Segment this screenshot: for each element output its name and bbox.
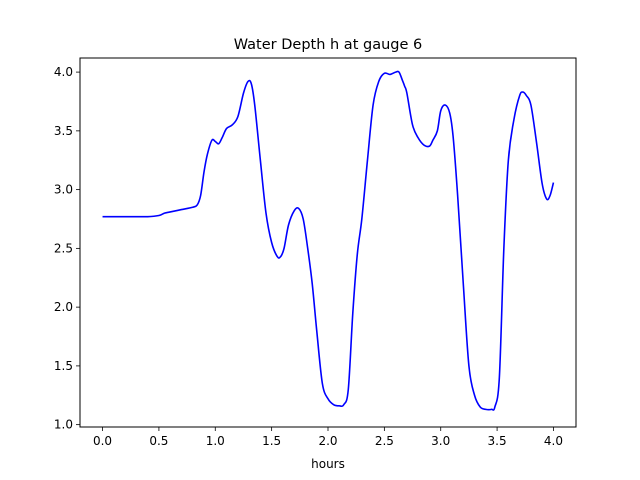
x-axis-label: hours: [311, 457, 345, 471]
y-tick-label: 2.0: [54, 300, 73, 314]
x-tick-label: 2.0: [318, 434, 337, 448]
series-line-0: [102, 70, 555, 411]
y-tick-label: 4.0: [54, 65, 73, 79]
y-tick-label: 1.0: [54, 418, 73, 432]
chart-title: Water Depth h at gauge 6: [234, 37, 422, 53]
y-tick-label: 1.5: [54, 359, 73, 373]
y-axis: 1.0 1.5 2.0 2.5 3.0 3.5 4.0: [54, 65, 80, 432]
data-series: [102, 70, 555, 411]
y-tick-label: 3.5: [54, 124, 73, 138]
x-tick-label: 0.0: [93, 434, 112, 448]
x-axis: 0.0 0.5 1.0 1.5 2.0 2.5 3.0 3.5 4.0: [93, 427, 563, 448]
x-tick-label: 0.5: [149, 434, 168, 448]
x-tick-label: 2.5: [375, 434, 394, 448]
x-tick-label: 3.5: [488, 434, 507, 448]
x-tick-label: 4.0: [544, 434, 563, 448]
x-tick-label: 3.0: [431, 434, 450, 448]
y-tick-label: 3.0: [54, 183, 73, 197]
y-tick-label: 2.5: [54, 241, 73, 255]
x-tick-label: 1.5: [262, 434, 281, 448]
x-tick-label: 1.0: [206, 434, 225, 448]
